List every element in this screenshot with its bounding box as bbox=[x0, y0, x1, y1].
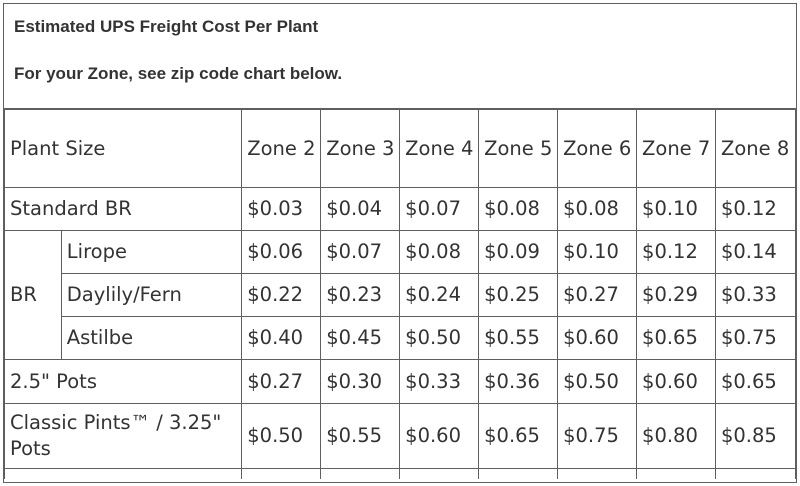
zone-header: Zone 3 bbox=[320, 109, 401, 188]
price-cell: $0.12 bbox=[714, 187, 797, 231]
row-label: Classic Pints™ / 3.25" Pots bbox=[3, 403, 243, 469]
price-cell: $0.50 bbox=[557, 359, 638, 404]
price-cell: $0.27 bbox=[241, 359, 322, 404]
price-cell: $0.65 bbox=[478, 403, 559, 469]
price-cell: $0.30 bbox=[320, 359, 401, 404]
zone-header: Zone 7 bbox=[636, 109, 716, 188]
price-cell: $0.75 bbox=[557, 403, 638, 469]
price-cell: $0.36 bbox=[478, 359, 559, 404]
row-label: Lirope bbox=[60, 230, 243, 274]
cutoff-cell bbox=[478, 468, 559, 479]
panel-header: Estimated UPS Freight Cost Per Plant For… bbox=[4, 4, 796, 109]
zone-header: Zone 5 bbox=[478, 109, 559, 188]
price-cell: $0.65 bbox=[714, 359, 797, 404]
price-cell: $0.03 bbox=[241, 187, 322, 231]
price-cell: $0.55 bbox=[478, 316, 559, 360]
price-cell: $0.23 bbox=[320, 273, 401, 317]
table-row-astilbe: Astilbe $0.40 $0.45 $0.50 $0.55 $0.60 $0… bbox=[5, 316, 797, 360]
price-cell: $0.10 bbox=[557, 230, 638, 274]
price-cell: $0.50 bbox=[399, 316, 480, 360]
cutoff-cell bbox=[320, 468, 401, 479]
row-label: Astilbe bbox=[60, 316, 243, 360]
price-cell: $0.06 bbox=[241, 230, 322, 274]
price-cell: $0.33 bbox=[399, 359, 480, 404]
freight-cost-table: Plant Size Zone 2 Zone 3 Zone 4 Zone 5 Z… bbox=[3, 109, 797, 479]
zone-header: Zone 8 bbox=[714, 109, 797, 188]
price-cell: $0.45 bbox=[320, 316, 401, 360]
price-cell: $0.80 bbox=[636, 403, 716, 469]
cutoff-cell bbox=[636, 468, 716, 479]
price-cell: $0.55 bbox=[320, 403, 401, 469]
price-cell: $0.65 bbox=[636, 316, 716, 360]
price-cell: $0.09 bbox=[478, 230, 559, 274]
price-cell: $0.08 bbox=[399, 230, 480, 274]
zone-header: Zone 2 bbox=[241, 109, 322, 188]
table-row-classic-pints: Classic Pints™ / 3.25" Pots $0.50 $0.55 … bbox=[3, 403, 797, 469]
cutoff-cell bbox=[399, 468, 480, 479]
price-cell: $0.08 bbox=[478, 187, 559, 231]
panel-title: Estimated UPS Freight Cost Per Plant bbox=[14, 17, 319, 36]
cutoff-cell bbox=[241, 468, 322, 479]
price-cell: $0.50 bbox=[241, 403, 322, 469]
row-label: Daylily/Fern bbox=[60, 273, 243, 317]
price-cell: $0.60 bbox=[636, 359, 716, 404]
freight-cost-panel: Estimated UPS Freight Cost Per Plant For… bbox=[3, 3, 797, 483]
price-cell: $0.08 bbox=[557, 187, 638, 231]
price-cell: $0.14 bbox=[714, 230, 797, 274]
table-row-standard-br: Standard BR $0.03 $0.04 $0.07 $0.08 $0.0… bbox=[3, 187, 797, 231]
price-cell: $0.29 bbox=[636, 273, 716, 317]
price-cell: $0.27 bbox=[557, 273, 638, 317]
price-cell: $0.25 bbox=[478, 273, 559, 317]
price-cell: $0.10 bbox=[636, 187, 716, 231]
price-cell: $0.75 bbox=[714, 316, 797, 360]
panel-subtitle: For your Zone, see zip code chart below. bbox=[14, 64, 343, 83]
price-cell: $0.60 bbox=[399, 403, 480, 469]
price-cell: $0.40 bbox=[241, 316, 322, 360]
price-cell: $0.12 bbox=[636, 230, 716, 274]
br-group-label: BR bbox=[4, 230, 62, 360]
price-cell: $0.24 bbox=[399, 273, 480, 317]
price-cell: $0.04 bbox=[320, 187, 401, 231]
price-cell: $0.60 bbox=[557, 316, 638, 360]
price-cell: $0.85 bbox=[714, 403, 797, 469]
zone-header: Zone 6 bbox=[557, 109, 638, 188]
row-label: Standard BR bbox=[3, 187, 243, 231]
price-cell: $0.22 bbox=[241, 273, 322, 317]
price-cell: $0.07 bbox=[399, 187, 480, 231]
table-header-row: Plant Size Zone 2 Zone 3 Zone 4 Zone 5 Z… bbox=[3, 109, 797, 188]
cutoff-cell bbox=[714, 468, 797, 479]
price-cell: $0.07 bbox=[320, 230, 401, 274]
cutoff-cell bbox=[557, 468, 638, 479]
cutoff-cell bbox=[3, 468, 243, 479]
zone-header: Zone 4 bbox=[399, 109, 480, 188]
table-row-daylily-fern: Daylily/Fern $0.22 $0.23 $0.24 $0.25 $0.… bbox=[5, 273, 797, 317]
price-cell: $0.33 bbox=[714, 273, 797, 317]
table-row-2-5-pots: 2.5" Pots $0.27 $0.30 $0.33 $0.36 $0.50 … bbox=[3, 359, 797, 404]
row-label: 2.5" Pots bbox=[3, 359, 243, 404]
table-row-lirope: BR Lirope $0.06 $0.07 $0.08 $0.09 $0.10 … bbox=[4, 230, 797, 360]
plant-size-header: Plant Size bbox=[3, 109, 243, 188]
table-row-cutoff bbox=[3, 468, 797, 479]
